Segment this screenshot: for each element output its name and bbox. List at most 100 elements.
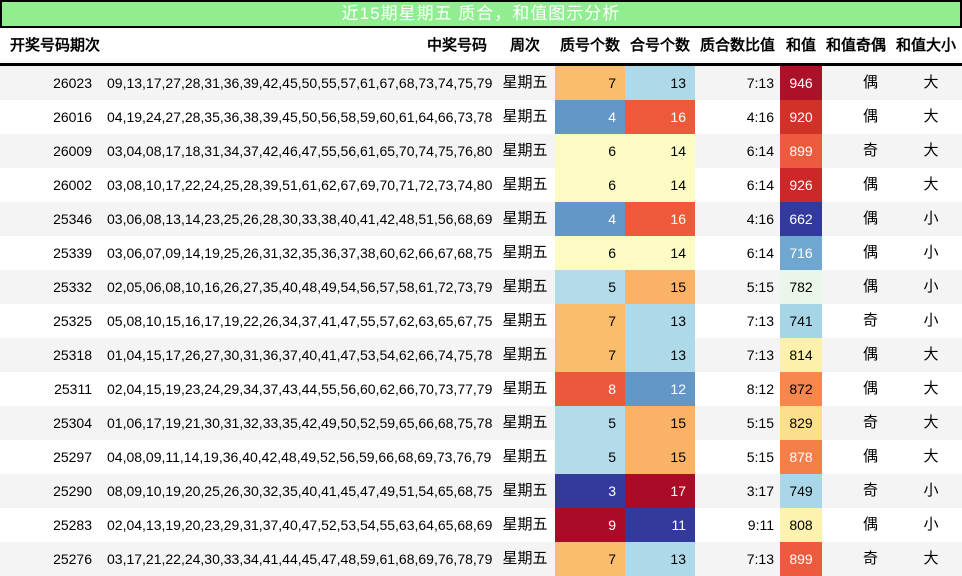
- cell-sum-size: 小: [923, 482, 939, 499]
- cell-sum: 899: [780, 134, 822, 168]
- cell-prime-count: 4: [555, 202, 625, 236]
- cell-sum: 926: [780, 168, 822, 202]
- table-row: 26016 04,19,24,27,28,35,36,38,39,45,50,56…: [0, 100, 962, 134]
- cell-sum: 782: [780, 270, 822, 304]
- cell-weekday: 星期五: [502, 74, 548, 91]
- cell-period: 25290: [53, 483, 92, 499]
- cell-period: 25283: [53, 517, 92, 533]
- cell-sum-parity: 奇: [862, 414, 878, 431]
- cell-period: 26009: [53, 143, 92, 159]
- cell-period: 25304: [53, 415, 92, 431]
- cell-sum-size: 小: [923, 210, 939, 227]
- cell-ratio: 6:14: [746, 245, 774, 261]
- cell-prime-count: 7: [555, 304, 625, 338]
- table-row: 26002 03,08,10,17,22,24,25,28,39,51,61,62…: [0, 168, 962, 202]
- cell-composite-count: 13: [625, 66, 695, 100]
- cell-weekday: 星期五: [502, 550, 548, 567]
- cell-sum: 741: [780, 304, 822, 338]
- cell-prime-count: 7: [555, 542, 625, 576]
- cell-prime-count: 4: [555, 100, 625, 134]
- col-header-period: 开奖号码期次: [10, 37, 100, 54]
- cell-composite-count: 12: [625, 372, 695, 406]
- cell-period: 26016: [53, 109, 92, 125]
- cell-sum-size: 小: [923, 278, 939, 295]
- cell-prime-count: 6: [555, 236, 625, 270]
- col-header-prime-count: 质号个数: [559, 37, 620, 54]
- cell-ratio: 6:14: [746, 177, 774, 193]
- col-header-sum-parity: 和值奇偶: [825, 37, 886, 54]
- cell-ratio: 7:13: [746, 75, 774, 91]
- cell-sum-parity: 偶: [862, 516, 878, 533]
- cell-prime-count: 5: [555, 270, 625, 304]
- cell-winning-numbers: 03,06,08,13,14,23,25,26,28,30,33,38,40,4…: [107, 211, 493, 227]
- table-row: 25339 03,06,07,09,14,19,25,26,31,32,35,36…: [0, 236, 962, 270]
- col-header-weekday: 周次: [509, 37, 540, 54]
- cell-sum-size: 大: [923, 108, 939, 125]
- table-row: 25318 01,04,15,17,26,27,30,31,36,37,40,41…: [0, 338, 962, 372]
- cell-sum: 716: [780, 236, 822, 270]
- cell-winning-numbers: 03,08,10,17,22,24,25,28,39,51,61,62,67,6…: [107, 177, 493, 193]
- cell-sum-parity: 偶: [862, 210, 878, 227]
- cell-winning-numbers: 03,17,21,22,24,30,33,34,41,44,45,47,48,5…: [107, 551, 493, 567]
- cell-prime-count: 8: [555, 372, 625, 406]
- cell-composite-count: 13: [625, 304, 695, 338]
- cell-sum-parity: 偶: [862, 380, 878, 397]
- cell-composite-count: 14: [625, 236, 695, 270]
- cell-sum-parity: 偶: [862, 244, 878, 261]
- cell-composite-count: 13: [625, 338, 695, 372]
- cell-winning-numbers: 04,19,24,27,28,35,36,38,39,45,50,56,58,5…: [107, 109, 493, 125]
- cell-prime-count: 7: [555, 66, 625, 100]
- cell-prime-count: 5: [555, 406, 625, 440]
- cell-winning-numbers: 04,08,09,11,14,19,36,40,42,48,49,52,56,5…: [107, 449, 492, 465]
- cell-composite-count: 16: [625, 202, 695, 236]
- cell-composite-count: 15: [625, 440, 695, 474]
- cell-sum: 946: [780, 66, 822, 100]
- cell-sum: 662: [780, 202, 822, 236]
- cell-ratio: 7:13: [746, 347, 774, 363]
- cell-sum: 878: [780, 440, 822, 474]
- cell-weekday: 星期五: [502, 108, 548, 125]
- cell-ratio: 8:12: [746, 381, 774, 397]
- cell-sum-size: 大: [923, 380, 939, 397]
- cell-prime-count: 7: [555, 338, 625, 372]
- cell-winning-numbers: 03,04,08,17,18,31,34,37,42,46,47,55,56,6…: [107, 143, 493, 159]
- cell-weekday: 星期五: [502, 516, 548, 533]
- cell-sum: 749: [780, 474, 822, 508]
- cell-sum-parity: 偶: [862, 176, 878, 193]
- cell-ratio: 6:14: [746, 143, 774, 159]
- cell-sum-size: 大: [923, 346, 939, 363]
- table-row: 26023 09,13,17,27,28,31,36,39,42,45,50,55…: [0, 66, 962, 100]
- table-row: 25332 02,05,06,08,10,16,26,27,35,40,48,49…: [0, 270, 962, 304]
- cell-sum-size: 大: [923, 142, 939, 159]
- cell-sum-parity: 奇: [862, 142, 878, 159]
- table-row: 25304 01,06,17,19,21,30,31,32,33,35,42,49…: [0, 406, 962, 440]
- cell-sum: 808: [780, 508, 822, 542]
- table-row: 25290 08,09,10,19,20,25,26,30,32,35,40,41…: [0, 474, 962, 508]
- col-header-winning-numbers: 中奖号码: [426, 37, 487, 54]
- cell-ratio: 7:13: [746, 551, 774, 567]
- table-row: 26009 03,04,08,17,18,31,34,37,42,46,47,55…: [0, 134, 962, 168]
- cell-sum-size: 小: [923, 312, 939, 329]
- cell-weekday: 星期五: [502, 210, 548, 227]
- cell-period: 25318: [53, 347, 92, 363]
- cell-sum-parity: 偶: [862, 74, 878, 91]
- cell-composite-count: 15: [625, 270, 695, 304]
- cell-sum-parity: 奇: [862, 482, 878, 499]
- cell-winning-numbers: 02,04,13,19,20,23,29,31,37,40,47,52,53,5…: [107, 517, 493, 533]
- cell-weekday: 星期五: [502, 346, 548, 363]
- cell-weekday: 星期五: [502, 312, 548, 329]
- cell-prime-count: 6: [555, 134, 625, 168]
- cell-winning-numbers: 02,05,06,08,10,16,26,27,35,40,48,49,54,5…: [107, 279, 493, 295]
- col-header-ratio: 质合数比值: [699, 37, 775, 54]
- cell-prime-count: 9: [555, 508, 625, 542]
- cell-prime-count: 3: [555, 474, 625, 508]
- table-header: 开奖号码期次 中奖号码 周次 质号个数 合号个数 质合数比值 和值 和值奇偶 和…: [0, 28, 962, 66]
- cell-winning-numbers: 03,06,07,09,14,19,25,26,31,32,35,36,37,3…: [107, 245, 493, 261]
- cell-weekday: 星期五: [502, 448, 548, 465]
- cell-weekday: 星期五: [502, 176, 548, 193]
- cell-composite-count: 15: [625, 406, 695, 440]
- cell-winning-numbers: 01,06,17,19,21,30,31,32,33,35,42,49,50,5…: [107, 415, 493, 431]
- cell-period: 26002: [53, 177, 92, 193]
- cell-ratio: 5:15: [746, 279, 774, 295]
- cell-ratio: 7:13: [746, 313, 774, 329]
